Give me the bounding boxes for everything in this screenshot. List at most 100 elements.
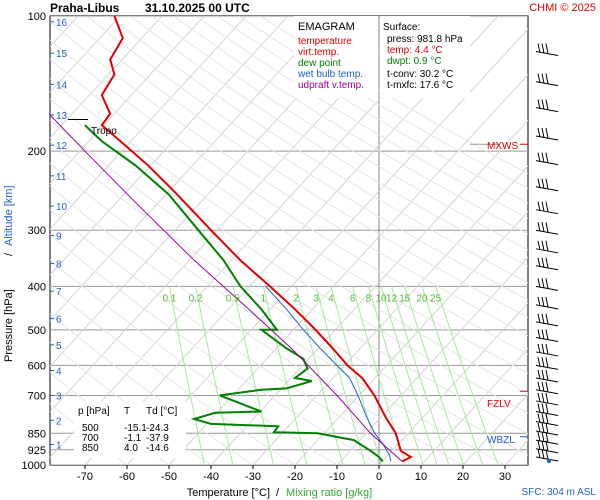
altitude-tick-label: 15 (56, 49, 68, 60)
wind-barb-flag (541, 381, 545, 392)
temperature-tick-label: 20 (457, 471, 469, 483)
altitude-tick-label: 10 (56, 202, 68, 213)
temperature-tick-label: -60 (119, 471, 135, 483)
wind-barb-flag (541, 178, 545, 189)
wind-barb-flag (541, 329, 545, 340)
dry-adiabat (86, 16, 528, 301)
surface-temp: temp: 4.4 °C (387, 45, 443, 56)
wind-barb-staff (535, 81, 559, 87)
wind-barb-flag (545, 357, 549, 368)
wind-barb-flag (541, 440, 545, 451)
table-cell: -37.9 (146, 433, 169, 444)
pressure-tick-label: 100 (28, 11, 46, 23)
pressure-tick-label: 400 (28, 281, 46, 293)
pressure-tick-label: 1000 (22, 460, 46, 472)
dry-adiabat (50, 58, 528, 374)
mixing-ratio-label: 20 (416, 293, 428, 304)
wind-barb-flag (537, 257, 541, 267)
sfc-label: SFC: 304 m ASL (522, 487, 597, 498)
wind-barb-staff (535, 135, 559, 141)
wind-barb-flag (545, 278, 549, 289)
isotherm (336, 256, 528, 465)
wind-barb-flag (545, 392, 549, 404)
wind-barb-flag (545, 403, 549, 414)
pressure-tick-label: 300 (28, 225, 46, 237)
isotherm (50, 16, 205, 185)
altitude-tick-label: 3 (56, 391, 62, 402)
wind-barb-staff (535, 389, 559, 395)
mixing-ratio-line (195, 286, 234, 465)
altitude-tick-label: 12 (56, 141, 68, 152)
wind-barb-staff (535, 400, 559, 406)
mxws-label: MXWS (487, 141, 518, 152)
wind-barb-flag (537, 222, 541, 232)
wind-barb-staff (535, 51, 559, 57)
temperature-tick-label: -40 (203, 471, 219, 483)
wind-barb (535, 448, 559, 462)
wind-barb (535, 329, 559, 342)
mixing-ratio-line (232, 286, 275, 465)
mixing-ratio-label: 15 (399, 293, 411, 304)
dry-adiabat (50, 313, 254, 465)
altitude-tick-label: 11 (56, 172, 67, 183)
series-udpraft-v-temp-line (50, 114, 403, 462)
isotherm (50, 16, 331, 322)
dry-adiabat (194, 16, 528, 219)
x-axis-title-mixing: Mixing ratio [g/kg] (286, 487, 372, 499)
wind-barb-flag (537, 422, 541, 433)
wind-barb-flag (541, 201, 545, 212)
wind-barb-staff (535, 410, 559, 416)
legend-title: EMAGRAM (298, 21, 355, 33)
wind-barb-flag (545, 43, 549, 55)
wind-barb (535, 201, 559, 215)
wind-barb-flag (537, 357, 541, 367)
surface-press: press: 981.8 hPa (387, 34, 463, 45)
wind-barb-staff (535, 248, 559, 254)
copyright: CHMI © 2025 (529, 2, 596, 14)
sounding-datetime: 31.10.2025 00 UTC (145, 1, 250, 15)
isotherm (50, 16, 289, 276)
altitude-tick-label: 8 (56, 260, 62, 271)
altitude-tick-label: 14 (56, 80, 68, 91)
legend-entry: temperature (298, 36, 352, 47)
wind-barb (535, 73, 559, 87)
wind-barb-flag (541, 369, 545, 380)
mixing-ratio-label: 6 (350, 293, 356, 304)
x-axis-title: Temperature [°C] (187, 487, 270, 499)
wind-barb (535, 369, 559, 383)
wind-barb (535, 257, 559, 271)
wind-barb-flag (545, 313, 549, 325)
wind-barb-flag (537, 43, 541, 53)
dry-adiabat (216, 16, 528, 204)
wind-barb (535, 222, 559, 235)
wind-barb-flag (537, 240, 541, 250)
wind-barb-flag (545, 201, 549, 213)
wind-barb-flag (545, 440, 549, 452)
table-cell: -14.6 (146, 443, 169, 454)
wind-barb (535, 440, 559, 454)
temperature-tick-label: -10 (329, 471, 345, 483)
isotherm (252, 165, 528, 465)
wind-barb-staff (535, 351, 559, 357)
dry-adiabat (50, 185, 464, 465)
wind-barb-flag (541, 127, 545, 138)
altitude-tick-label: 6 (56, 315, 62, 326)
altitude-tick-label: 5 (56, 341, 62, 352)
wind-barb-flag (541, 296, 545, 307)
altitude-tick-label: 13 (56, 111, 68, 122)
wind-barb-flag (537, 369, 541, 380)
wind-barb-flag (537, 413, 541, 423)
wind-barb (535, 403, 559, 416)
surface-dwpt: dwpt: 0.9 °C (387, 56, 442, 67)
wind-barb (535, 99, 559, 113)
mixing-ratio-label: 12 (386, 293, 398, 304)
wind-barb-flag (541, 422, 545, 433)
wind-barb-flag (545, 422, 549, 434)
surface-tmxfc: t-mxfc: 17.6 °C (387, 80, 453, 91)
mixing-ratio-label: 0.1 (162, 293, 176, 304)
fzlv-label: FZLV (487, 399, 511, 410)
pressure-tick-label: 500 (28, 325, 46, 337)
wind-barb-staff (535, 209, 559, 215)
wind-barb-flag (541, 403, 545, 414)
